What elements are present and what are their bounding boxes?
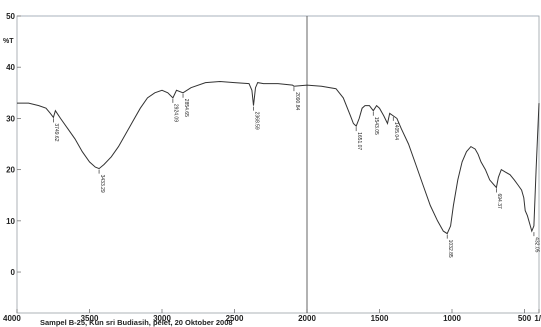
x-tick-label: 1500: [371, 314, 389, 323]
peak-label: 694.37: [496, 194, 502, 210]
y-tick-label: 40: [6, 63, 15, 72]
x-tick-label: 4000: [3, 314, 21, 323]
y-tick-label: 30: [6, 114, 15, 123]
peak-label: 3749.62: [53, 123, 59, 141]
peak-label: 2924.09: [173, 104, 179, 122]
y-tick-label: 20: [6, 166, 15, 175]
peak-label: 1651.07: [356, 132, 362, 150]
peak-label: 2368.59: [253, 112, 259, 130]
x-tick-label: 2500: [226, 314, 244, 323]
x-tick-label: 1/: [534, 314, 541, 323]
x-tick-label: 500: [518, 314, 532, 323]
peak-label: 3433.29: [99, 175, 105, 193]
peak-label: 1032.85: [447, 240, 453, 258]
x-tick-label: 1000: [443, 314, 461, 323]
peak-label: 2854.65: [183, 99, 189, 117]
peak-label: 1405.04: [393, 122, 399, 140]
x-tick-label: 3500: [81, 314, 99, 323]
y-tick-label: 50: [6, 12, 15, 21]
sample-caption: Sampel B-25, Kun sri Budiasih, pelet, 20…: [40, 318, 233, 327]
y-ticks: 50 40 30 20 10 0: [6, 12, 21, 277]
peak-label: 1543.05: [373, 117, 379, 135]
plot-frame: [16, 15, 540, 314]
y-tick-label: 0: [11, 268, 16, 277]
y-tick-label: 10: [6, 217, 15, 226]
y-axis-label: %T: [3, 38, 14, 45]
peak-label: 2090.84: [294, 92, 300, 110]
spectrum-line: [17, 80, 540, 235]
peak-labels: 3749.62 3433.29 2924.09 2854.65 2368.59 2090.…: [53, 87, 540, 258]
x-tick-label: 3000: [153, 314, 171, 323]
x-tick-label: 2000: [298, 314, 316, 323]
peak-label: 432.05: [534, 237, 540, 253]
